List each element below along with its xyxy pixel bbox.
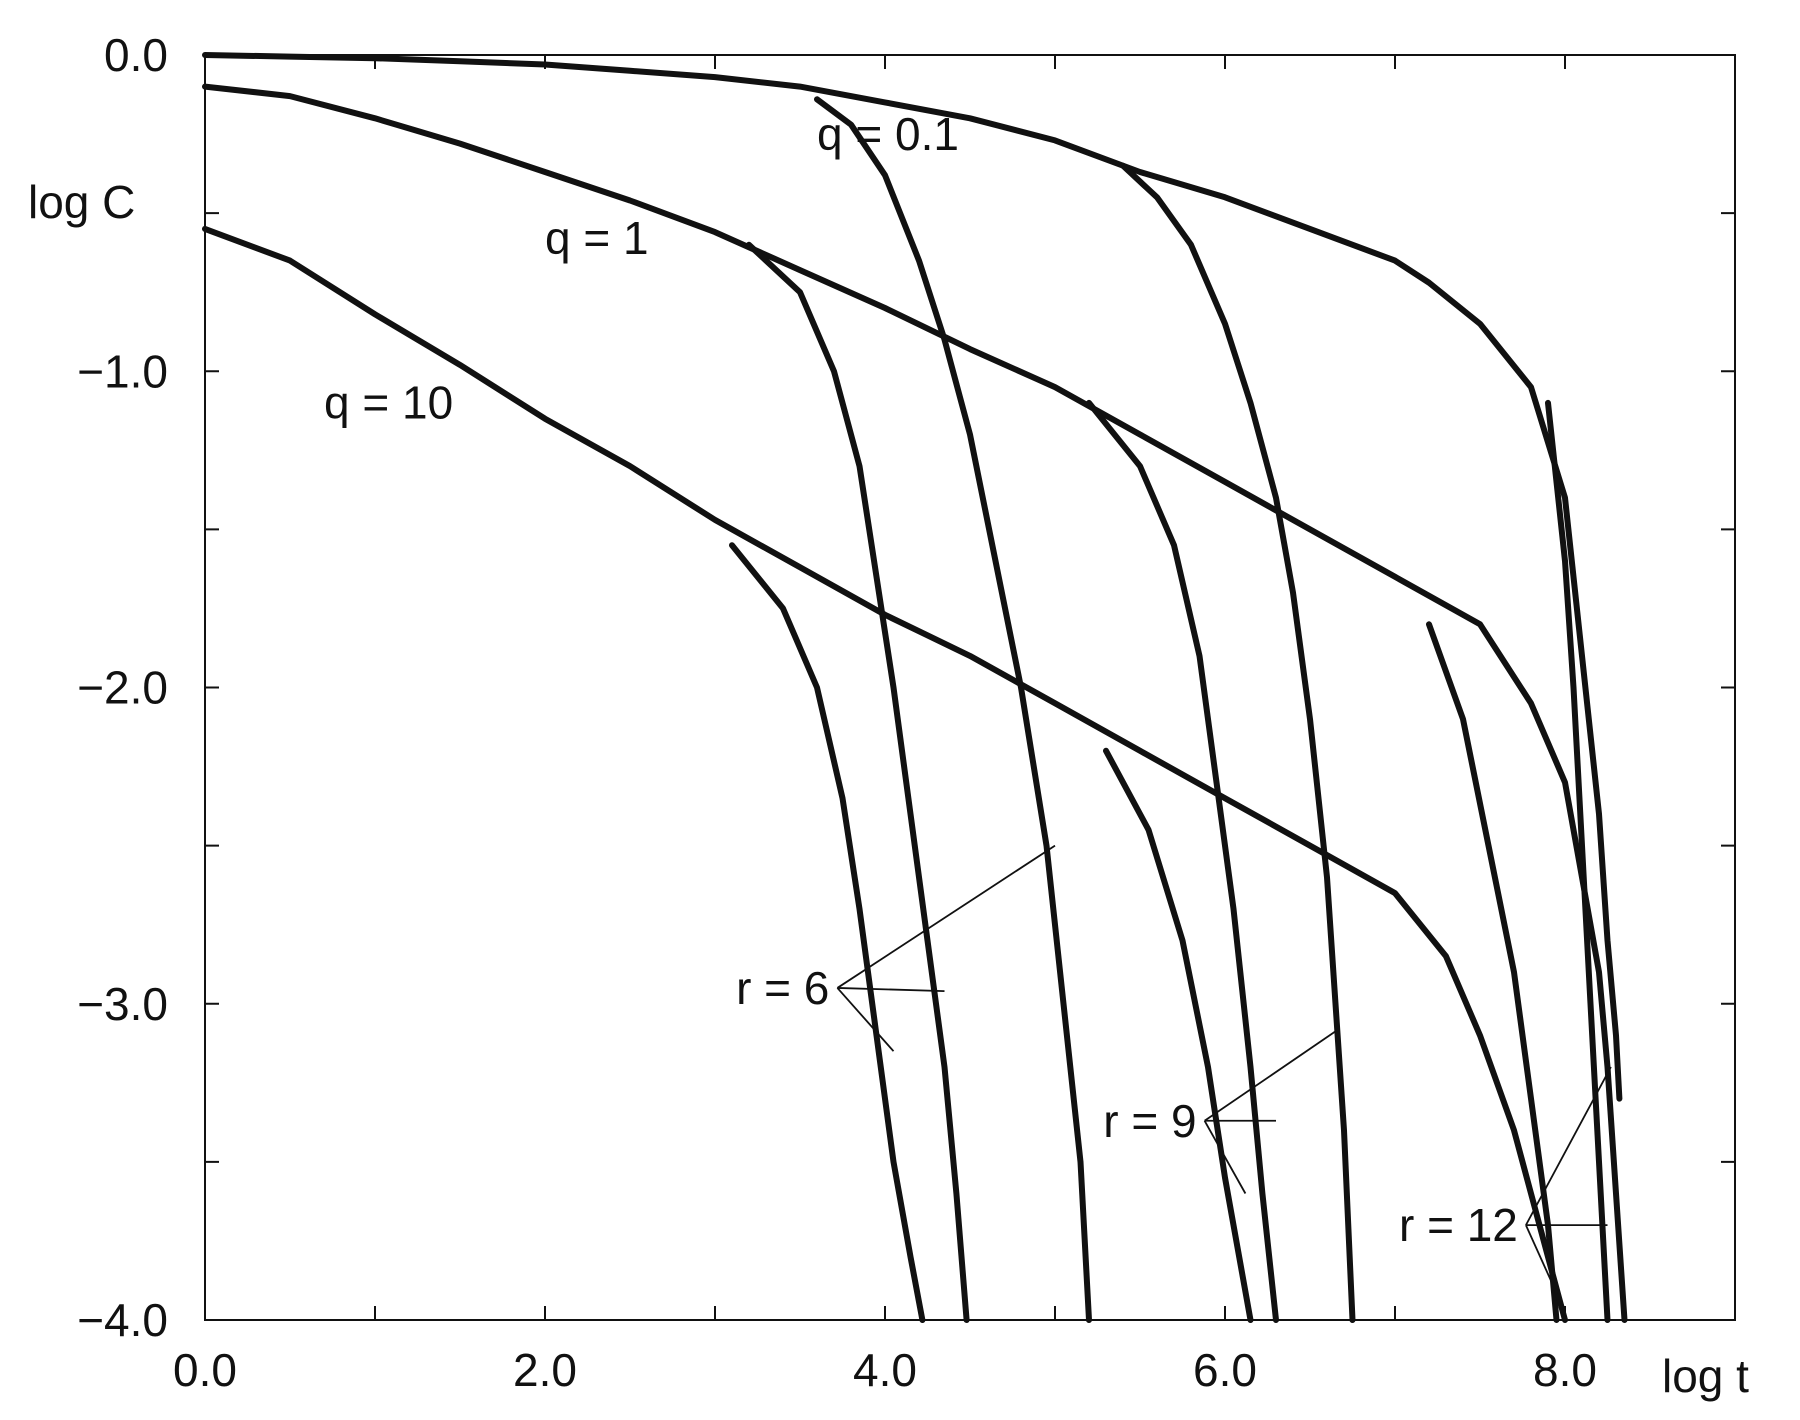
series-line-branch	[1103, 747, 1254, 1323]
x-tick-label: 4.0	[853, 1344, 917, 1396]
series-line-branch	[746, 241, 970, 1323]
series-line-branch	[814, 96, 1092, 1323]
series-line-branch	[1545, 399, 1611, 1323]
series-line-main	[202, 83, 1628, 1323]
series-line-main	[202, 52, 1623, 1102]
series-line-branch	[729, 542, 926, 1323]
x-tick-label: 8.0	[1533, 1344, 1597, 1396]
labels-layer: 0.0 2.0 4.0 6.0 8.0 0.0 −1.0 −2.0 −3.0 −4.0 q = 0.…	[77, 29, 1597, 1396]
y-tick-label: −2.0	[77, 662, 168, 714]
plot-frame	[204, 54, 1736, 1321]
curves-layer	[202, 52, 1628, 1323]
annotation-label: r = 6	[736, 962, 829, 1014]
y-tick-label: −4.0	[77, 1294, 168, 1346]
x-tick-label: 0.0	[173, 1344, 237, 1396]
annotation-leader	[837, 987, 945, 992]
ticks-layer	[204, 54, 1736, 1321]
y-tick-label: −1.0	[77, 345, 168, 397]
y-axis-title: log C	[28, 176, 135, 228]
annotation-leader	[1525, 1066, 1612, 1226]
x-tick-label: 6.0	[1193, 1344, 1257, 1396]
annotation-label: r = 9	[1103, 1095, 1196, 1147]
y-tick-label: 0.0	[104, 29, 168, 81]
y-tick-label: −3.0	[77, 978, 168, 1030]
series-label: q = 0.1	[817, 108, 959, 160]
annotation-leader	[1204, 1028, 1340, 1122]
annotation-leader	[1203, 1120, 1247, 1194]
series-label: q = 1	[545, 212, 649, 264]
annotation-leader	[836, 987, 895, 1052]
x-axis-title: log t	[1662, 1350, 1749, 1402]
x-tick-label: 2.0	[513, 1344, 577, 1396]
series-line-main	[202, 225, 1568, 1323]
series-label: q = 10	[324, 377, 453, 429]
annotation-leader	[836, 844, 1056, 989]
leaders-layer	[836, 844, 1612, 1305]
annotation-leader	[1525, 1224, 1563, 1305]
annotation-label: r = 12	[1399, 1199, 1518, 1251]
series-line-branch	[1120, 162, 1356, 1323]
series-line-branch	[1086, 399, 1279, 1323]
